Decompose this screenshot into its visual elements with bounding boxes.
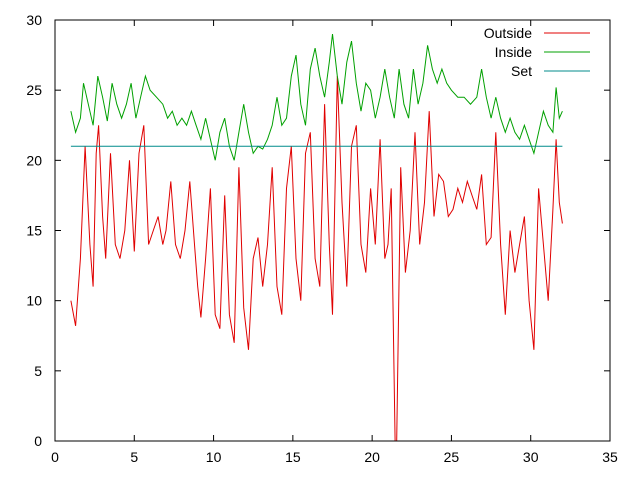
legend-label-outside: Outside: [484, 25, 532, 41]
series-line-outside: [70, 76, 563, 442]
x-tick-label: 5: [130, 449, 138, 465]
x-tick-label: 15: [285, 449, 301, 465]
y-tick-label: 0: [34, 433, 42, 449]
legend-label-inside: Inside: [495, 44, 533, 60]
y-tick-label: 25: [26, 82, 42, 98]
y-tick-label: 15: [26, 223, 42, 239]
series-layer: [70, 33, 563, 442]
x-tick-label: 35: [602, 449, 618, 465]
legend: Outside Inside Set: [484, 25, 590, 79]
x-tick-label: 0: [51, 449, 59, 465]
y-tick-label: 10: [26, 293, 42, 309]
plot-frame: [54, 19, 611, 442]
x-tick-label: 25: [444, 449, 460, 465]
x-tick-label: 30: [523, 449, 539, 465]
legend-label-set: Set: [511, 63, 532, 79]
series-line-inside: [70, 33, 563, 161]
x-tick-label: 20: [364, 449, 380, 465]
y-tick-label: 20: [26, 152, 42, 168]
y-tick-label: 5: [34, 363, 42, 379]
axes-layer: 0 5 10 15 20 25 30 35 0 5 10 15 20 25 30: [26, 12, 618, 465]
y-tick-label: 30: [26, 12, 42, 28]
x-tick-label: 10: [206, 449, 222, 465]
